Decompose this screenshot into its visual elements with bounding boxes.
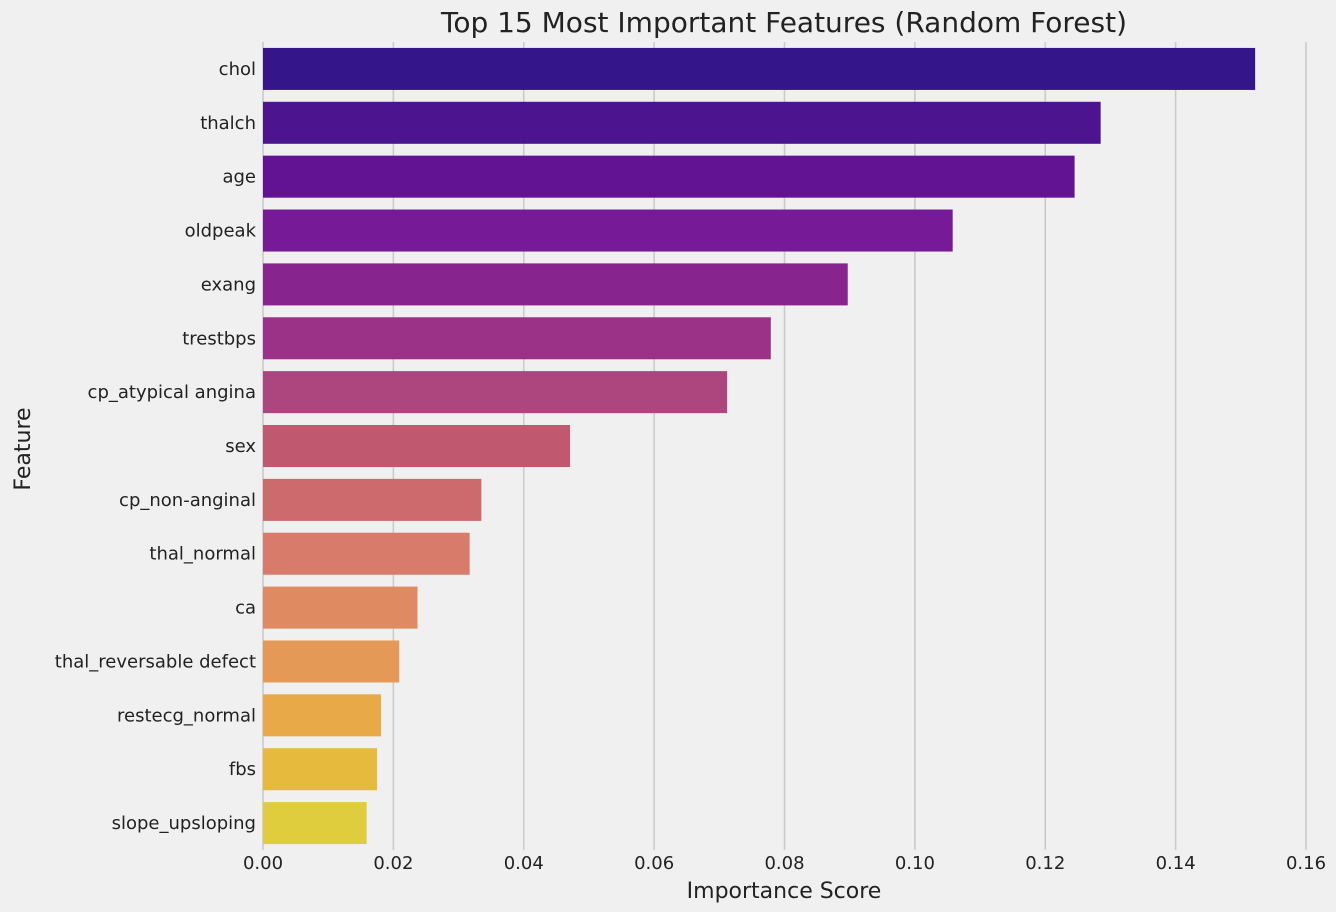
y-tick-label: cp_atypical angina [88, 382, 256, 403]
bar [263, 748, 378, 791]
bar [263, 694, 381, 737]
y-tick-label: sex [225, 436, 256, 457]
bars [263, 47, 1256, 845]
y-tick-label: ca [235, 598, 256, 619]
x-tick-label: 0.02 [373, 853, 413, 874]
bar [263, 424, 571, 468]
bar [263, 371, 728, 414]
bar [263, 478, 482, 521]
x-tick-label: 0.06 [634, 853, 674, 874]
y-tick-label: oldpeak [185, 221, 257, 242]
x-tick-label: 0.04 [504, 853, 544, 874]
x-tick-label: 0.00 [243, 853, 283, 874]
y-tick-label: exang [201, 274, 256, 295]
x-tick-label: 0.08 [764, 853, 804, 874]
x-axis-label: Importance Score [687, 879, 882, 904]
y-tick-label: fbs [229, 759, 256, 780]
bar [263, 47, 1256, 90]
bar [263, 532, 470, 575]
bar [263, 101, 1101, 144]
x-tick-label: 0.16 [1286, 853, 1326, 874]
bar [263, 640, 400, 683]
y-tick-label: thalch [200, 113, 256, 134]
y-tick-label: trestbps [182, 328, 256, 349]
y-tick-label: cp_non-anginal [119, 490, 256, 511]
y-tick-labels: chol thalch age oldpeak exang trestbps cp_atyp… [55, 59, 257, 834]
chart-title: Top 15 Most Important Features (Random F… [440, 6, 1127, 39]
y-tick-label: thal_reversable defect [55, 651, 256, 672]
bar [263, 586, 418, 629]
x-tick-label: 0.14 [1156, 853, 1196, 874]
x-tick-label: 0.12 [1025, 853, 1065, 874]
y-tick-label: chol [219, 59, 256, 80]
y-tick-label: slope_upsloping [112, 813, 256, 834]
bar [263, 209, 953, 252]
x-tick-labels: 0.00 0.02 0.04 0.06 0.08 0.10 0.12 0.14 0.16 [243, 853, 1326, 874]
y-tick-label: restecg_normal [117, 705, 256, 726]
bar [263, 802, 367, 845]
x-tick-label: 0.10 [895, 853, 935, 874]
bar [263, 263, 848, 306]
bar [263, 317, 771, 360]
y-tick-label: age [222, 167, 256, 188]
y-tick-label: thal_normal [149, 544, 256, 565]
y-axis-label: Feature [11, 407, 36, 490]
bar [263, 155, 1075, 198]
